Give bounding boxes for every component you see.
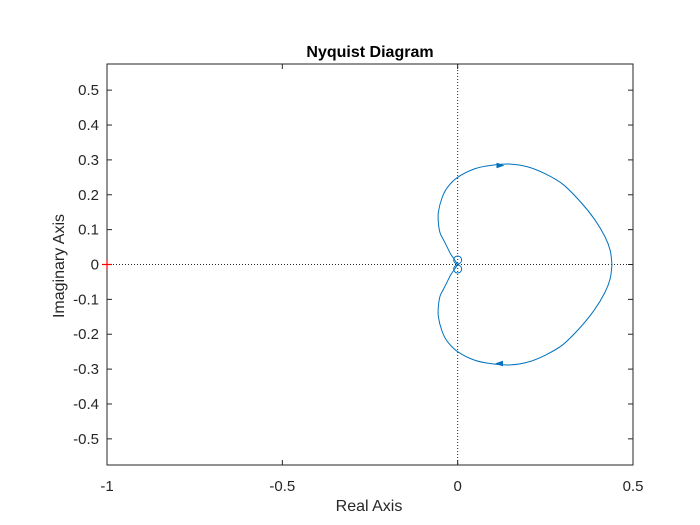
markers bbox=[102, 162, 505, 367]
y-tick-label: -0.5 bbox=[73, 431, 99, 448]
y-tick-label: 0.5 bbox=[78, 82, 99, 99]
y-tick-label: -0.2 bbox=[73, 326, 99, 343]
y-tick-label: 0.3 bbox=[78, 152, 99, 169]
direction-arrow bbox=[496, 162, 505, 169]
x-axis-label: Real Axis bbox=[336, 498, 403, 515]
x-tick-label: -1 bbox=[100, 478, 113, 495]
axis-ticks: -1 -0.5 0 0.5 -0.5 -0.4 -0.3 -0.2 -0.1 0 0.1 0.2 0.3… bbox=[73, 64, 643, 495]
y-tick-label: 0.4 bbox=[78, 117, 99, 134]
y-axis-label: Imaginary Axis bbox=[51, 214, 68, 318]
x-tick-label: 0 bbox=[453, 478, 461, 495]
y-tick-label: -0.3 bbox=[73, 361, 99, 378]
chart-title: Nyquist Diagram bbox=[306, 44, 433, 61]
reference-lines bbox=[107, 64, 633, 465]
x-tick-label: -0.5 bbox=[269, 478, 295, 495]
y-tick-label: -0.1 bbox=[73, 291, 99, 308]
nyquist-curve-negative-freq bbox=[437, 264, 613, 366]
y-tick-label: 0.2 bbox=[78, 187, 99, 204]
nyquist-curves bbox=[437, 163, 613, 366]
y-tick-label: 0.1 bbox=[78, 222, 99, 239]
y-tick-label: -0.4 bbox=[73, 396, 99, 413]
origin-loop bbox=[453, 264, 463, 274]
direction-arrow bbox=[495, 360, 503, 367]
y-tick-label: 0 bbox=[91, 257, 99, 274]
nyquist-curve-positive-freq bbox=[437, 163, 613, 265]
x-tick-label: 0.5 bbox=[623, 478, 644, 495]
origin-loop bbox=[453, 255, 463, 265]
